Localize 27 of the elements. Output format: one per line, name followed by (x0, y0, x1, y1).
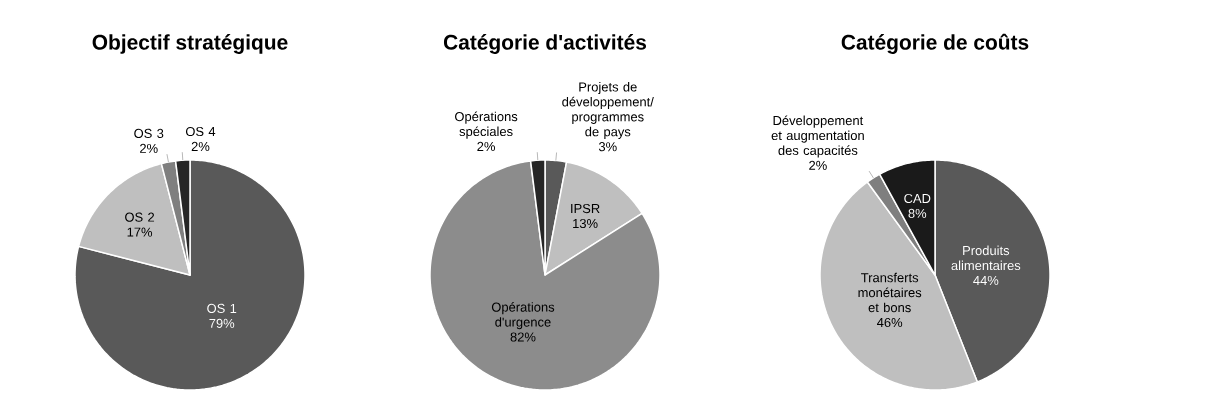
data-label: 8% (908, 208, 927, 218)
slice-label: OS 2 (125, 212, 155, 222)
slice-label: IPSR (571, 203, 600, 214)
chart-title: Catégorie d'activités (443, 34, 647, 54)
data-label: 3% (598, 142, 617, 152)
data-label: 44% (973, 275, 999, 285)
slice-label: Développement et augmentation des capacités (771, 115, 864, 158)
slice-label: Opérations d'urgence (491, 302, 555, 330)
slice-label: Transferts monétaires et bons (858, 272, 922, 313)
data-label: 17% (127, 227, 153, 237)
slice-label: Produits alimentaires (951, 245, 1021, 271)
data-label: 46% (877, 317, 903, 328)
data-label: 2% (191, 141, 210, 151)
data-label: 2% (477, 141, 495, 151)
chart-title: Catégorie de coûts (841, 33, 1029, 54)
slice-label: Projets de développement/ programmes de pays (562, 82, 654, 139)
slice-label: OS 1 (207, 303, 237, 313)
slice-label: OS 3 (134, 128, 164, 139)
data-label: 79% (209, 318, 235, 328)
data-label: 82% (510, 332, 536, 342)
data-label: 2% (140, 143, 158, 153)
slice-label: OS 4 (185, 126, 216, 137)
slice-label: Opérations spéciales (455, 111, 518, 139)
data-label: 13% (573, 218, 598, 229)
data-label: 2% (809, 160, 827, 170)
chart-title: Objectif stratégique (92, 34, 288, 54)
slice-label: CAD (904, 193, 931, 204)
